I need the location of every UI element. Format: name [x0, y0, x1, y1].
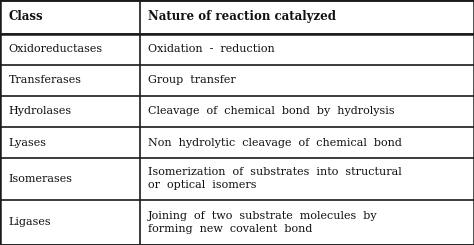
Text: Joining  of  two  substrate  molecules  by
forming  new  covalent  bond: Joining of two substrate molecules by fo…	[148, 211, 378, 234]
Text: Transferases: Transferases	[9, 75, 82, 85]
Text: Cleavage  of  chemical  bond  by  hydrolysis: Cleavage of chemical bond by hydrolysis	[148, 107, 395, 116]
Text: Lyases: Lyases	[9, 138, 46, 147]
Text: Isomerization  of  substrates  into  structural
or  optical  isomers: Isomerization of substrates into structu…	[148, 167, 402, 191]
Text: Oxidation  -  reduction: Oxidation - reduction	[148, 44, 275, 54]
Text: Non  hydrolytic  cleavage  of  chemical  bond: Non hydrolytic cleavage of chemical bond	[148, 138, 402, 147]
Text: Class: Class	[9, 10, 43, 23]
Text: Ligases: Ligases	[9, 217, 51, 227]
Text: Isomerases: Isomerases	[9, 174, 73, 184]
Text: Hydrolases: Hydrolases	[9, 107, 72, 116]
Text: Group  transfer: Group transfer	[148, 75, 236, 85]
Text: Nature of reaction catalyzed: Nature of reaction catalyzed	[148, 10, 337, 23]
Text: Oxidoreductases: Oxidoreductases	[9, 44, 103, 54]
